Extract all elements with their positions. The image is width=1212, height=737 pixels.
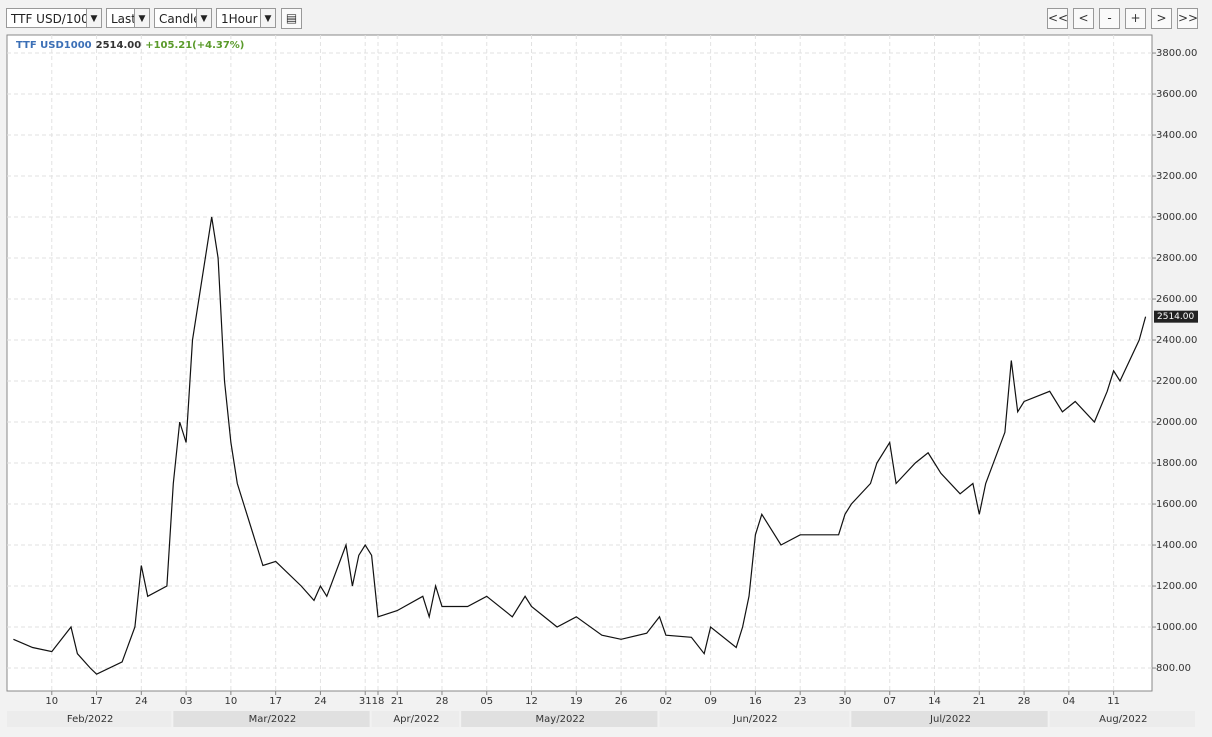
style-select[interactable]: Candle ▼: [154, 8, 212, 28]
dropdown-arrow: ▼: [134, 9, 149, 27]
month-band: [7, 711, 172, 727]
x-tick-label: 12: [525, 696, 538, 707]
field: Last: [111, 12, 136, 26]
grid: [7, 35, 1152, 691]
nav-button[interactable]: <: [1073, 8, 1094, 29]
month-label: Mar/2022: [249, 714, 297, 725]
x-tick-label: 17: [269, 696, 282, 707]
x-tick-label: 26: [615, 696, 628, 707]
x-tick-label: 23: [794, 696, 807, 707]
x-tick-label: 24: [135, 696, 148, 707]
x-tick-label: 10: [225, 696, 238, 707]
y-tick-label: 2200.00: [1156, 376, 1197, 387]
y-tick-label: 2400.00: [1156, 335, 1197, 346]
y-tick-label: 3600.00: [1156, 89, 1197, 100]
x-tick-label: 03: [180, 696, 193, 707]
interval: 1Hour: [221, 12, 258, 26]
x-tick-label: 05: [480, 696, 493, 707]
month-label: Aug/2022: [1099, 714, 1147, 725]
price-line: [13, 216, 1147, 675]
y-tick-label: 3400.00: [1156, 130, 1197, 141]
month-band: [173, 711, 370, 727]
chart-title: TTF USD1000: [16, 40, 92, 51]
x-tick-label: 14: [928, 696, 941, 707]
x-tick-label: 11: [1107, 696, 1120, 707]
change: +105.21(+4.37%): [145, 40, 244, 51]
nav-button[interactable]: -: [1099, 8, 1120, 29]
x-tick-label: 19: [570, 696, 583, 707]
last-price: 2514.00: [96, 40, 142, 51]
symbol-select[interactable]: TTF USD/100 ▼: [6, 8, 102, 28]
dropdown-arrow: ▼: [86, 9, 101, 27]
x-tick-label: 28: [1018, 696, 1031, 707]
month-band: [659, 711, 850, 727]
style: Candle: [159, 12, 201, 26]
x-tick-label: 21: [391, 696, 404, 707]
y-tick-label: 1000.00: [1156, 622, 1197, 633]
month-label: Jul/2022: [929, 714, 971, 725]
x-tick-label: 21: [973, 696, 986, 707]
month-label: May/2022: [536, 714, 586, 725]
month-label: Feb/2022: [67, 714, 114, 725]
x-tick-label: 07: [883, 696, 896, 707]
x-tick-label: 30: [839, 696, 852, 707]
y-tick-label: 1400.00: [1156, 540, 1197, 551]
y-tick-label: 800.00: [1156, 663, 1191, 674]
x-tick-label: 17: [90, 696, 103, 707]
y-tick-label: 1600.00: [1156, 499, 1197, 510]
y-tick-label: 2600.00: [1156, 294, 1197, 305]
month-label: Jun/2022: [732, 714, 777, 725]
month-band: [1049, 711, 1195, 727]
x-tick-label: 24: [314, 696, 327, 707]
month-band: [371, 711, 460, 727]
nav-button[interactable]: >: [1151, 8, 1172, 29]
x-tick-label: 04: [1062, 696, 1075, 707]
x-tick-label: 28: [436, 696, 449, 707]
x-tick-label: 18: [372, 696, 385, 707]
settings-button[interactable]: ▤: [281, 8, 302, 29]
x-tick-label: 02: [659, 696, 672, 707]
month-band: [461, 711, 658, 727]
last-price-tag-label: 2514.00: [1157, 312, 1194, 322]
month-bar: Feb/2022 Mar/2022 Apr/2022 May/2022 Jun/2022…: [7, 711, 1195, 727]
dropdown-arrow: ▼: [196, 9, 211, 27]
y-tick-label: 3800.00: [1156, 48, 1197, 59]
interval-select[interactable]: 1Hour ▼: [216, 8, 276, 28]
last-price-tag: [1154, 310, 1198, 323]
x-tick-label: 10: [45, 696, 58, 707]
y-tick-label: 2800.00: [1156, 253, 1197, 264]
toolbar: TTF USD/100 ▼ Last ▼ Candle ▼ 1Hour ▼ ▤ << < -…: [0, 0, 1212, 34]
dropdown-arrow: ▼: [260, 9, 275, 27]
nav-button[interactable]: +: [1125, 8, 1146, 29]
x-tick-label: 31: [359, 696, 372, 707]
y-tick-label: 3200.00: [1156, 171, 1197, 182]
symbol: TTF USD/100: [11, 12, 89, 26]
field-select[interactable]: Last ▼: [106, 8, 150, 28]
y-tick-label: 1200.00: [1156, 581, 1197, 592]
y-tick-label: 3000.00: [1156, 212, 1197, 223]
plot-area: [6, 34, 1153, 692]
month-band: [851, 711, 1048, 727]
x-tick-label: 09: [704, 696, 717, 707]
y-tick-label: 1800.00: [1156, 458, 1197, 469]
nav-button[interactable]: >>: [1177, 8, 1198, 29]
x-tick-label: 16: [749, 696, 762, 707]
month-label: Apr/2022: [393, 714, 439, 725]
y-tick-label: 2000.00: [1156, 417, 1197, 428]
nav-button[interactable]: <<: [1047, 8, 1068, 29]
